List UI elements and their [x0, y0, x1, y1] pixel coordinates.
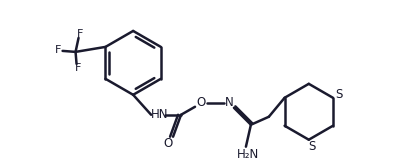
Text: S: S [307, 140, 315, 153]
Text: S: S [335, 88, 342, 101]
Text: F: F [54, 45, 61, 55]
Text: H₂N: H₂N [236, 148, 258, 161]
Text: O: O [196, 96, 205, 109]
Text: O: O [163, 137, 172, 150]
Text: F: F [75, 63, 81, 73]
Text: F: F [77, 29, 83, 39]
Text: HN: HN [151, 108, 169, 121]
Text: N: N [224, 96, 233, 109]
